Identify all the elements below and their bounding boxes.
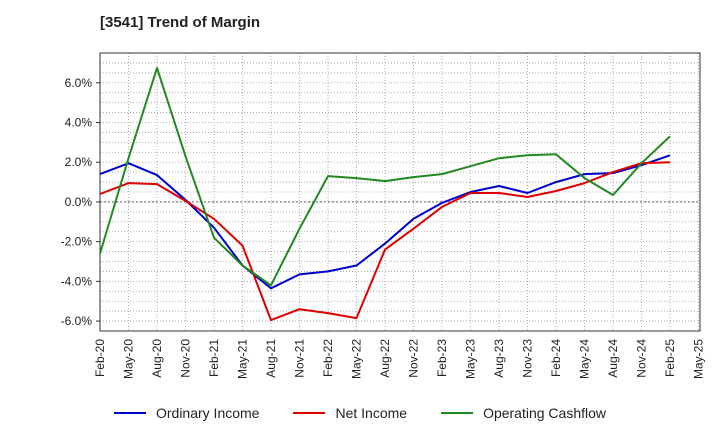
x-tick-label: May-23 bbox=[464, 339, 478, 379]
x-tick-label: Nov-20 bbox=[179, 339, 193, 378]
y-tick-label: 6.0% bbox=[65, 76, 93, 90]
axis-layer: -6.0% -4.0% -2.0% 0.0% 2.0% 4.0% 6.0% Feb-20 May… bbox=[61, 52, 706, 379]
legend-item: Operating Cashflow bbox=[441, 405, 606, 421]
x-tick-label: May-25 bbox=[692, 339, 706, 379]
legend-swatch bbox=[113, 412, 146, 414]
x-tick-label: Aug-23 bbox=[492, 339, 506, 378]
legend-item: Net Income bbox=[293, 405, 407, 421]
y-tick-label: 4.0% bbox=[65, 116, 93, 130]
x-tick-label: Nov-23 bbox=[521, 339, 535, 378]
y-tick-label: 2.0% bbox=[65, 155, 93, 169]
grid-layer bbox=[99, 52, 700, 332]
x-tick-label: Aug-24 bbox=[606, 339, 620, 378]
x-tick-label: May-24 bbox=[578, 339, 592, 379]
y-tick-label: -2.0% bbox=[61, 235, 93, 249]
x-tick-label: Aug-21 bbox=[264, 339, 278, 378]
plot-frame bbox=[99, 52, 701, 332]
legend-item: Ordinary Income bbox=[113, 405, 260, 421]
x-tick-label: May-21 bbox=[236, 339, 250, 379]
x-tick-label: Nov-21 bbox=[293, 339, 307, 378]
y-tick-label: -6.0% bbox=[61, 314, 93, 328]
x-tick-label: Aug-22 bbox=[378, 339, 392, 378]
legend-label: Net Income bbox=[335, 405, 408, 421]
x-tick-label: Feb-20 bbox=[93, 339, 107, 377]
series-line-ordinary-income bbox=[99, 154, 671, 290]
series-layer bbox=[99, 66, 671, 322]
legend: Ordinary Income Net Income Operating Cashf… bbox=[0, 405, 720, 421]
x-tick-label: Nov-24 bbox=[635, 339, 649, 378]
y-tick-label: -4.0% bbox=[61, 274, 93, 288]
series-line-net-income bbox=[99, 161, 671, 322]
legend-swatch bbox=[293, 412, 326, 414]
x-tick-label: Feb-21 bbox=[207, 339, 221, 377]
legend-swatch bbox=[441, 412, 474, 414]
y-tick-label: 0.0% bbox=[65, 195, 93, 209]
x-tick-label: May-20 bbox=[122, 339, 136, 379]
legend-label: Ordinary Income bbox=[155, 405, 260, 421]
x-tick-label: Feb-22 bbox=[321, 339, 335, 377]
x-tick-label: Feb-25 bbox=[663, 339, 677, 377]
chart-title: [3541] Trend of Margin bbox=[100, 14, 261, 31]
x-tick-label: Aug-20 bbox=[150, 339, 164, 378]
x-tick-label: Nov-22 bbox=[407, 339, 421, 378]
x-tick-label: May-22 bbox=[350, 339, 364, 379]
x-tick-label: Feb-24 bbox=[549, 339, 563, 377]
x-tick-label: Feb-23 bbox=[435, 339, 449, 377]
series-line-operating-cashflow bbox=[99, 66, 671, 287]
legend-label: Operating Cashflow bbox=[483, 405, 607, 421]
